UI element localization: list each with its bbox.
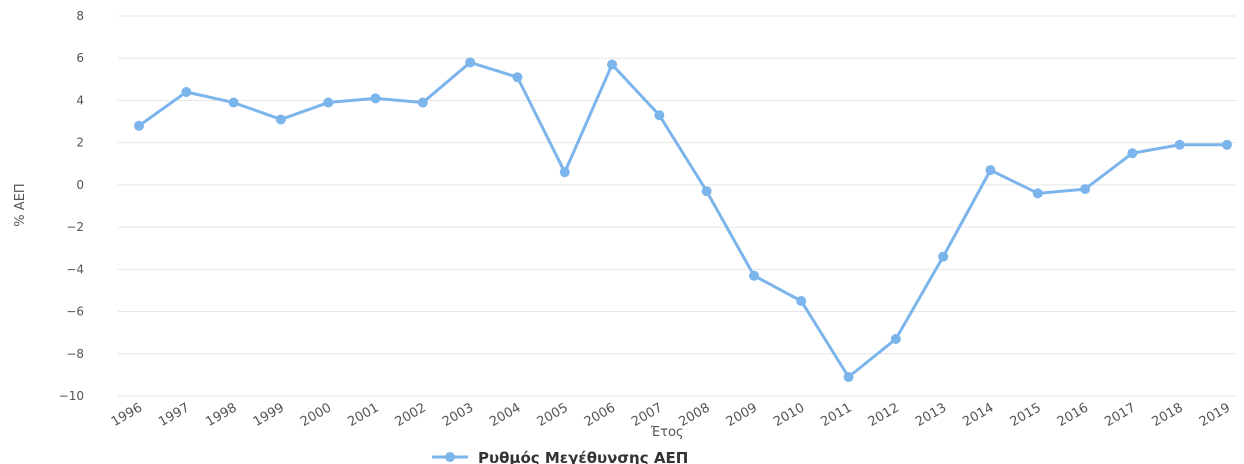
data-point[interactable]	[323, 97, 334, 108]
x-tick-label: 2001	[345, 400, 381, 430]
data-point[interactable]	[465, 57, 476, 68]
y-axis-ticks: 8 6 4 2 0 −2 −4 −6 −8 −10	[59, 9, 84, 403]
y-tick-label: 4	[76, 93, 84, 107]
data-point[interactable]	[181, 87, 192, 97]
data-point[interactable]	[275, 114, 286, 125]
x-tick-label: 2015	[1008, 400, 1044, 430]
x-tick-label: 2004	[487, 400, 523, 430]
data-point[interactable]	[607, 59, 618, 70]
x-tick-label: 1996	[109, 400, 145, 430]
x-tick-label: 1997	[156, 400, 192, 430]
data-point[interactable]	[1032, 188, 1043, 199]
x-tick-label: 2009	[724, 400, 760, 430]
grid-lines	[118, 15, 1236, 397]
data-point[interactable]	[1080, 184, 1091, 195]
x-tick-label: 2016	[1055, 400, 1091, 430]
y-tick-label: 0	[76, 178, 84, 192]
legend[interactable]: Ρυθμός Μεγέθυνσης ΑΕΠ	[432, 449, 688, 464]
x-tick-label: 2013	[913, 400, 949, 430]
y-tick-label: −8	[66, 347, 84, 361]
data-point[interactable]	[890, 334, 901, 344]
x-tick-label: 2006	[582, 400, 618, 430]
x-tick-label: 2005	[535, 400, 571, 430]
x-tick-label: 2018	[1150, 400, 1186, 430]
y-tick-label: −2	[66, 220, 84, 234]
series-line	[138, 60, 1227, 379]
data-point[interactable]	[796, 296, 807, 306]
y-tick-label: 2	[76, 136, 84, 150]
x-tick-label: 2014	[960, 400, 996, 430]
data-point[interactable]	[938, 251, 949, 262]
data-point[interactable]	[134, 120, 144, 131]
data-point[interactable]	[1127, 148, 1138, 159]
x-tick-label: 2002	[393, 400, 429, 430]
x-tick-label: 2000	[298, 400, 334, 430]
data-point[interactable]	[654, 110, 665, 121]
data-point[interactable]	[1174, 139, 1185, 150]
x-tick-label: 1999	[251, 400, 287, 430]
data-point[interactable]	[748, 270, 759, 281]
data-point[interactable]	[701, 186, 712, 197]
x-tick-label: 2012	[866, 400, 902, 430]
data-point[interactable]	[228, 97, 239, 108]
x-tick-label: 2019	[1197, 400, 1233, 430]
data-point[interactable]	[559, 167, 570, 178]
x-tick-label: 1998	[203, 400, 239, 430]
y-tick-label: −6	[66, 305, 84, 319]
data-point[interactable]	[843, 372, 854, 382]
data-point[interactable]	[985, 165, 996, 176]
y-axis-title: % ΑΕΠ	[13, 183, 28, 226]
x-tick-label: 2017	[1102, 400, 1138, 430]
data-point[interactable]	[417, 97, 428, 108]
data-point[interactable]	[512, 72, 523, 83]
x-tick-label: 2011	[818, 400, 854, 430]
x-tick-label: 2010	[771, 400, 807, 430]
x-tick-label: 2003	[440, 400, 476, 430]
legend-point-marker	[445, 452, 455, 462]
series-layer	[134, 57, 1232, 382]
data-point[interactable]	[1222, 139, 1232, 150]
y-tick-label: 8	[76, 9, 84, 23]
data-point[interactable]	[370, 93, 381, 104]
y-tick-label: −10	[59, 389, 84, 403]
y-tick-label: 6	[76, 51, 84, 65]
y-tick-label: −4	[66, 262, 84, 276]
x-axis-title: Έτος	[649, 425, 683, 440]
legend-label: Ρυθμός Μεγέθυνσης ΑΕΠ	[478, 449, 688, 464]
